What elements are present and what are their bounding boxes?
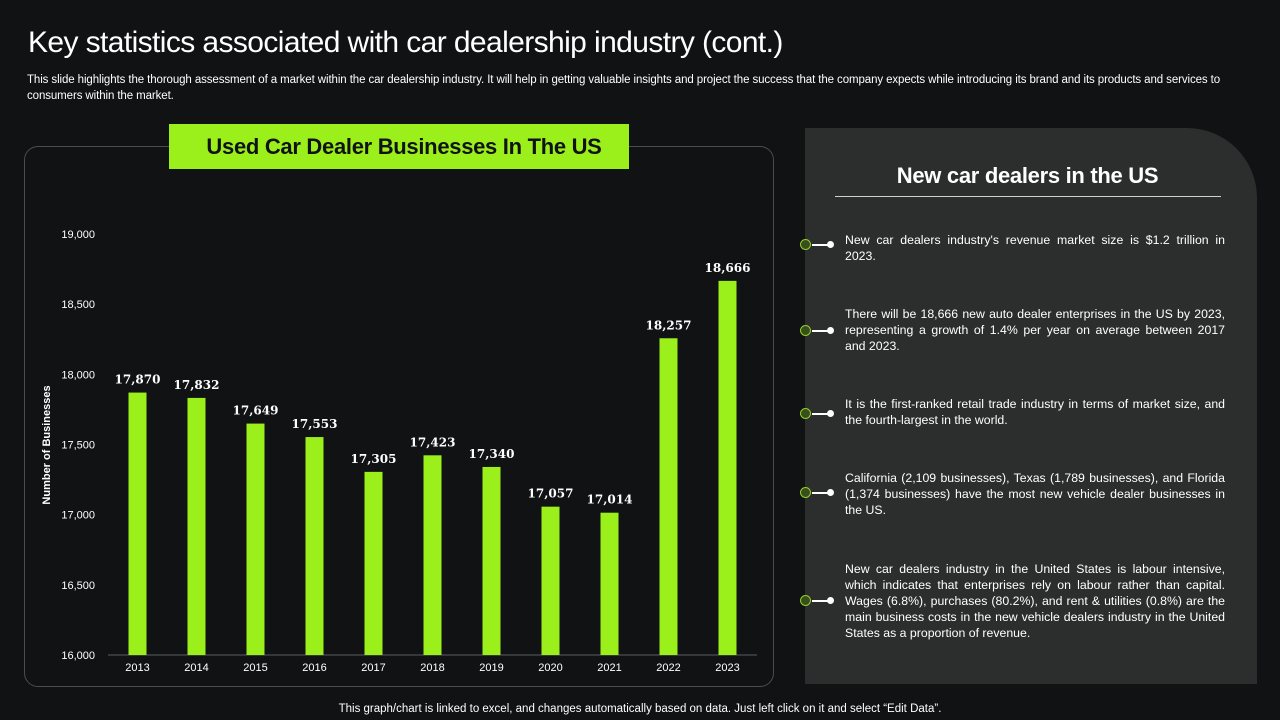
x-tick-label: 2017 <box>361 662 385 674</box>
bullet-dot-icon <box>800 595 811 606</box>
x-tick-label: 2020 <box>538 662 562 674</box>
y-axis-label: Number of Businesses <box>41 385 53 504</box>
x-tick-label: 2013 <box>125 662 149 674</box>
bar-value-label: 17,832 <box>174 378 220 392</box>
bar-value-label: 18,257 <box>646 318 692 332</box>
connector-line <box>812 492 829 494</box>
bullet-text: New car dealers industry's revenue marke… <box>845 233 1225 263</box>
bar-value-label: 17,014 <box>587 493 633 507</box>
bar-value-label: 17,305 <box>351 452 397 466</box>
connector-line <box>812 244 829 246</box>
x-tick-label: 2019 <box>479 662 503 674</box>
y-tick-label: 16,500 <box>61 580 95 592</box>
bar-value-label: 18,666 <box>705 261 751 275</box>
bar <box>305 437 324 655</box>
bar-value-label: 17,649 <box>233 404 279 418</box>
page-title: Key statistics associated with car deale… <box>28 26 783 59</box>
chart-title: Used Car Dealer Businesses In The US <box>169 124 629 169</box>
y-tick-label: 19,000 <box>61 229 95 241</box>
bar <box>423 455 442 655</box>
connector-line <box>812 413 829 415</box>
page-subtitle: This slide highlights the thorough asses… <box>27 74 1221 102</box>
x-tick-label: 2014 <box>184 662 208 674</box>
x-tick-label: 2018 <box>420 662 444 674</box>
connector-line <box>812 330 829 332</box>
bar-value-label: 17,423 <box>410 435 456 449</box>
bar <box>718 280 737 655</box>
bullet-dot-icon <box>800 325 811 336</box>
x-tick-label: 2022 <box>656 662 680 674</box>
bar-value-label: 17,870 <box>115 373 161 387</box>
bullet-text: California (2,109 businesses), Texas (1,… <box>845 471 1225 517</box>
y-tick-label: 17,000 <box>61 510 95 522</box>
x-tick-label: 2015 <box>243 662 267 674</box>
right-panel-title: New car dealers in the US <box>896 163 1159 188</box>
x-tick-label: 2023 <box>715 662 739 674</box>
right-panel-divider <box>835 196 1221 197</box>
bar <box>128 392 147 655</box>
x-tick-label: 2021 <box>597 662 621 674</box>
bar-value-label: 17,553 <box>292 417 338 431</box>
bullet-dot-icon <box>800 239 811 250</box>
connector-knob-icon <box>827 241 834 248</box>
y-tick-label: 16,000 <box>61 650 95 662</box>
bar <box>600 512 619 655</box>
footer-note: This graph/chart is linked to excel, and… <box>338 703 942 715</box>
connector-knob-icon <box>827 410 834 417</box>
bullet-text: New car dealers industry in the United S… <box>845 562 1225 640</box>
bar <box>187 397 206 655</box>
connector-knob-icon <box>827 489 834 496</box>
connector-line <box>812 600 829 602</box>
bullet-text: It is the first-ranked retail trade indu… <box>845 397 1225 427</box>
connector-knob-icon <box>827 327 834 334</box>
bar-value-label: 17,340 <box>469 447 515 461</box>
x-tick-label: 2016 <box>302 662 326 674</box>
bar <box>541 506 560 655</box>
bullet-dot-icon <box>800 408 811 419</box>
bullet-text: There will be 18,666 new auto dealer ent… <box>845 307 1225 353</box>
bar <box>246 423 265 655</box>
bar <box>482 466 501 655</box>
bar <box>659 338 678 655</box>
y-tick-label: 18,000 <box>61 369 95 381</box>
y-tick-label: 18,500 <box>61 299 95 311</box>
right-panel <box>805 128 1257 684</box>
connector-knob-icon <box>827 597 834 604</box>
bar <box>364 471 383 655</box>
y-tick-label: 17,500 <box>61 440 95 452</box>
bullet-dot-icon <box>800 487 811 498</box>
bar-value-label: 17,057 <box>528 487 574 501</box>
